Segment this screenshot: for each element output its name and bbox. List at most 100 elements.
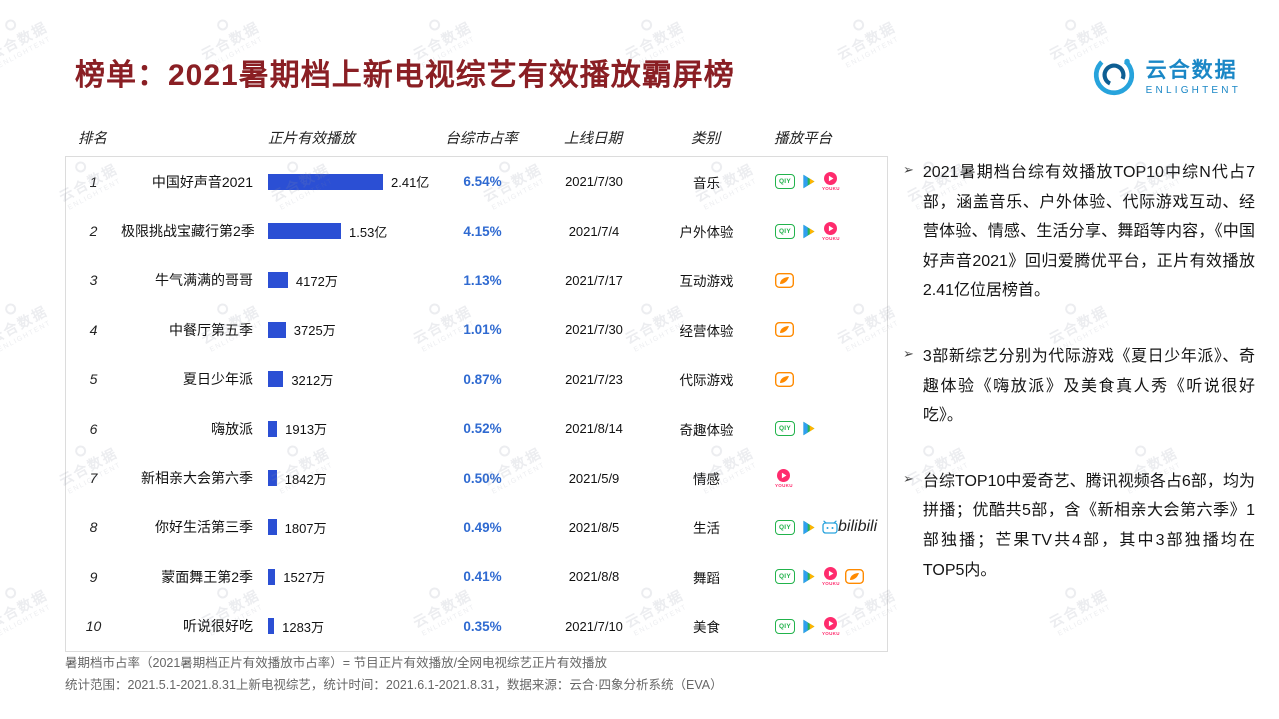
insight-text: 3部新综艺分别为代际游戏《夏日少年派》、奇趣体验《嗨放派》及美食真人秀《听说很好… — [922, 347, 1255, 425]
launch-date: 2021/8/14 — [565, 421, 623, 437]
column-header: 台综市占率 — [445, 130, 518, 147]
bullet-arrow-icon: ➢ — [903, 470, 914, 486]
category-cell: 生活 — [693, 521, 720, 537]
table-row: 1 中国好声音2021 2.41亿 6.54% 2021/7/30 音乐 QIY… — [66, 157, 887, 206]
plays-cell: 3212万 — [263, 370, 431, 389]
plays-cell: 1.53亿 — [263, 222, 431, 241]
tencent-icon — [800, 519, 817, 536]
play-bar — [268, 371, 284, 388]
logo-subtitle: ENLIGHTENT — [1145, 85, 1241, 96]
insight-bullet: ➢ 3部新综艺分别为代际游戏《夏日少年派》、奇趣体验《嗨放派》及美食真人秀《听说很… — [903, 342, 1255, 431]
insight-text: 2021暑期档台综有效播放TOP10中综N代占7部，涵盖音乐、户外体验、代际游戏… — [922, 164, 1255, 300]
play-bar — [268, 470, 277, 487]
platform-cell: QIY YOUKU — [759, 567, 887, 586]
rank-cell: 4 — [89, 321, 98, 338]
show-name: 夏日少年派 — [183, 371, 253, 388]
footnotes: 暑期档市占率（2021暑期档正片有效播放市占率）= 节目正片有效播放/全网电视综… — [65, 653, 723, 697]
enlightent-logo: 云合数据 ENLIGHTENT — [1091, 52, 1241, 98]
table-body: 1 中国好声音2021 2.41亿 6.54% 2021/7/30 音乐 QIY… — [65, 156, 888, 652]
play-bar — [268, 321, 286, 338]
category-cell: 舞蹈 — [693, 570, 720, 586]
play-bar — [268, 272, 288, 289]
play-value: 1.53亿 — [349, 224, 388, 240]
show-name: 中餐厅第五季 — [169, 321, 253, 338]
category-cell: 情感 — [693, 472, 720, 488]
plays-cell: 1283万 — [263, 617, 431, 636]
plays-cell: 1527万 — [263, 567, 431, 586]
rank-cell: 8 — [89, 519, 98, 536]
plays-cell: 3725万 — [263, 320, 431, 339]
rank-cell: 6 — [89, 420, 98, 437]
insights-panel: ➢ 2021暑期档台综有效播放TOP10中综N代占7部，涵盖音乐、户外体验、代际游… — [903, 158, 1255, 621]
table-row: 8 你好生活第三季 1807万 0.49% 2021/8/5 生活 QIY bil… — [66, 503, 887, 552]
market-share: 0.35% — [463, 618, 502, 634]
youku-icon: YOUKU — [822, 567, 840, 586]
platform-cell: QIY YOUKU — [759, 221, 887, 241]
platform-cell — [759, 371, 887, 387]
iqiyi-icon: QIY — [775, 223, 795, 239]
launch-date: 2021/7/30 — [565, 174, 623, 190]
plays-cell: 1913万 — [263, 419, 431, 438]
plays-cell: 4172万 — [263, 271, 431, 290]
column-header: 排名 — [78, 130, 107, 147]
category-cell: 奇趣体验 — [679, 422, 734, 438]
mango-icon — [775, 322, 794, 338]
category-cell: 美食 — [693, 620, 720, 636]
show-name: 新相亲大会第六季 — [141, 470, 253, 487]
iqiyi-icon: QIY — [775, 618, 795, 634]
bullet-arrow-icon: ➢ — [903, 162, 914, 177]
show-name: 嗨放派 — [211, 420, 253, 437]
market-share: 6.54% — [463, 174, 502, 190]
mango-icon — [844, 569, 864, 585]
launch-date: 2021/7/10 — [565, 618, 623, 634]
insight-text: 台综TOP10中爱奇艺、腾讯视频各占6部，均为拼播；优酷共5部，含《新相亲大会第… — [922, 472, 1255, 579]
rank-cell: 9 — [89, 568, 98, 585]
youku-icon: YOUKU — [822, 616, 840, 636]
plays-cell: 1807万 — [263, 518, 431, 537]
launch-date: 2021/8/8 — [568, 569, 620, 585]
platform-cell — [759, 272, 887, 288]
platform-cell: QIY YOUKU — [759, 172, 887, 191]
header: 榜单：2021暑期档上新电视综艺有效播放霸屏榜 云合数据 ENLIGHTENT — [75, 50, 1249, 98]
rank-cell: 10 — [85, 618, 102, 635]
table-row: 7 新相亲大会第六季 1842万 0.50% 2021/5/9 情感 YOUKU — [66, 453, 887, 502]
plays-cell: 1842万 — [263, 469, 431, 488]
column-header: 正片有效播放 — [268, 130, 355, 147]
play-value: 1527万 — [283, 570, 326, 586]
ranking-chart: 排名 正片有效播放 台综市占率 上线日期 类别 播放平台 1 中国好声音2021 2.41… — [65, 118, 888, 652]
table-row: 9 蒙面舞王第2季 1527万 0.41% 2021/8/8 舞蹈 QIY YOU… — [66, 552, 887, 601]
tencent-icon — [800, 618, 817, 635]
youku-icon: YOUKU — [775, 468, 793, 488]
show-name: 听说很好吃 — [183, 618, 253, 635]
play-value: 2.41亿 — [391, 175, 430, 191]
mango-icon — [775, 272, 794, 288]
table-row: 2 极限挑战宝藏行第2季 1.53亿 4.15% 2021/7/4 户外体验 Q… — [66, 206, 887, 255]
insight-bullet: ➢ 2021暑期档台综有效播放TOP10中综N代占7部，涵盖音乐、户外体验、代际游… — [903, 158, 1255, 306]
iqiyi-icon: QIY — [775, 569, 795, 585]
category-cell: 代际游戏 — [679, 373, 734, 389]
category-cell: 经营体验 — [679, 323, 734, 339]
column-header: 上线日期 — [564, 130, 622, 147]
bullet-arrow-icon: ➢ — [903, 345, 914, 361]
launch-date: 2021/7/17 — [565, 272, 623, 288]
play-value: 3212万 — [291, 372, 334, 388]
play-value: 1283万 — [282, 619, 325, 635]
rank-cell: 5 — [89, 371, 98, 388]
rank-cell: 7 — [89, 470, 98, 487]
show-name: 蒙面舞王第2季 — [161, 568, 253, 585]
platform-cell: QIY YOUKU — [759, 616, 887, 636]
iqiyi-icon: QIY — [775, 421, 795, 437]
platform-cell: YOUKU — [759, 468, 887, 488]
table-row: 10 听说很好吃 1283万 0.35% 2021/7/10 美食 QIY YOU… — [66, 602, 887, 651]
play-value: 3725万 — [293, 323, 336, 339]
category-cell: 户外体验 — [679, 225, 734, 241]
footnote-formula: 暑期档市占率（2021暑期档正片有效播放市占率）= 节目正片有效播放/全网电视综… — [65, 656, 608, 670]
logo-name: 云合数据 — [1145, 59, 1238, 82]
rank-cell: 3 — [89, 272, 98, 289]
play-bar — [268, 173, 383, 190]
launch-date: 2021/7/4 — [568, 223, 620, 239]
table-header-row: 排名 正片有效播放 台综市占率 上线日期 类别 播放平台 — [65, 118, 888, 156]
table-row: 5 夏日少年派 3212万 0.87% 2021/7/23 代际游戏 — [66, 355, 887, 404]
table-row: 3 牛气满满的哥哥 4172万 1.13% 2021/7/17 互动游戏 — [66, 256, 887, 305]
